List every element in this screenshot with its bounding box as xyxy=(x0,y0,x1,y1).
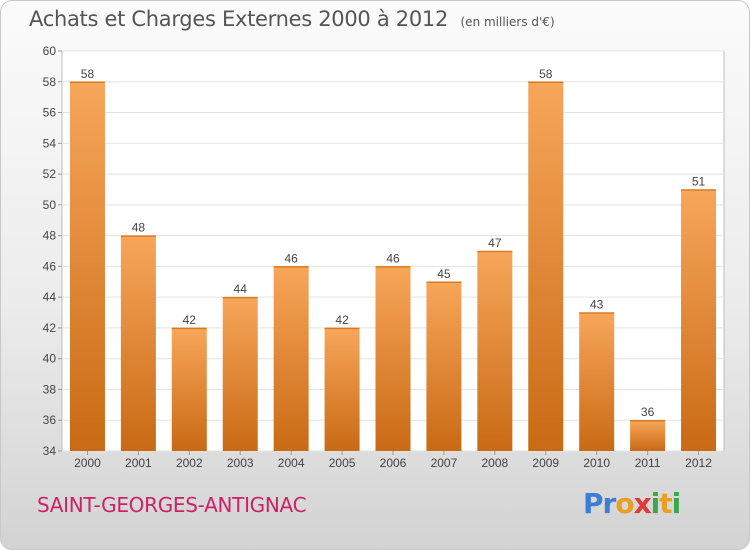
bar-value-label: 58 xyxy=(539,67,553,81)
x-tick-label: 2005 xyxy=(329,456,356,470)
bar-value-label: 46 xyxy=(284,251,298,265)
x-tick-label: 2004 xyxy=(278,456,305,470)
bar-value-label: 58 xyxy=(81,67,95,81)
bar-value-label: 46 xyxy=(386,251,400,265)
x-tick-label: 2006 xyxy=(380,456,407,470)
x-tick-label: 2000 xyxy=(74,456,101,470)
x-tick-label: 2012 xyxy=(685,456,712,470)
bar xyxy=(630,420,666,451)
x-axis: 2000 2001 2002 2003 2004 2005 2006 2007 2008 2009… xyxy=(74,451,712,470)
bar-value-label: 44 xyxy=(234,282,248,296)
bar-value-label: 51 xyxy=(692,174,706,188)
y-tick-label: 36 xyxy=(43,413,57,427)
chart-title: Achats et Charges Externes 2000 à 2012 xyxy=(29,7,449,31)
y-tick-label: 50 xyxy=(43,198,57,212)
bar xyxy=(579,312,615,451)
bar xyxy=(324,327,360,451)
x-tick-label: 2009 xyxy=(532,456,559,470)
x-tick-label: 2010 xyxy=(583,456,610,470)
logo-letter: o xyxy=(615,487,634,520)
x-tick-label: 2011 xyxy=(635,456,661,470)
bar xyxy=(681,189,717,451)
y-tick-label: 56 xyxy=(43,106,57,120)
place-name: SAINT-GEORGES-ANTIGNAC xyxy=(37,493,307,517)
bar xyxy=(120,235,156,451)
bar-value-label: 45 xyxy=(437,267,451,281)
logo-letter: P xyxy=(583,487,604,520)
bar xyxy=(222,297,258,451)
proxiti-logo: Proxiti xyxy=(583,487,682,520)
logo-letter: x xyxy=(633,487,652,520)
x-tick-label: 2003 xyxy=(227,456,254,470)
x-tick-label: 2007 xyxy=(431,456,458,470)
bar-value-label: 36 xyxy=(641,405,655,419)
bar xyxy=(69,81,105,452)
bar-value-label: 42 xyxy=(183,313,197,327)
bar-series: 58 48 42 44 46 42 46 45 47 58 43 36 51 xyxy=(69,67,717,452)
y-tick-label: 38 xyxy=(43,382,57,396)
bar xyxy=(375,266,411,451)
chart-unit: (en milliers d'€) xyxy=(460,15,555,29)
logo-letter: r xyxy=(602,487,617,520)
bar xyxy=(528,81,564,452)
x-tick-label: 2002 xyxy=(176,456,203,470)
bar xyxy=(273,266,309,451)
bar xyxy=(477,251,513,451)
y-tick-label: 44 xyxy=(43,290,57,304)
y-tick-label: 58 xyxy=(43,75,57,89)
bar xyxy=(426,281,462,451)
logo-letter: i xyxy=(671,487,682,520)
y-tick-label: 34 xyxy=(43,444,57,458)
bar-value-label: 42 xyxy=(335,313,349,327)
bar-value-label: 43 xyxy=(590,298,604,312)
y-axis: 34 36 38 40 42 44 46 48 50 52 54 56 58 60 xyxy=(43,44,62,458)
y-tick-label: 60 xyxy=(43,44,57,58)
chart-title-group: Achats et Charges Externes 2000 à 2012 (… xyxy=(29,7,555,31)
logo-letter: t xyxy=(659,487,672,520)
bar xyxy=(171,327,207,451)
x-tick-label: 2001 xyxy=(125,456,152,470)
y-tick-label: 40 xyxy=(43,352,57,366)
y-tick-label: 52 xyxy=(43,167,57,181)
y-tick-label: 46 xyxy=(43,259,57,273)
y-tick-label: 54 xyxy=(43,136,57,150)
logo-letter: i xyxy=(650,487,661,520)
bar-value-label: 47 xyxy=(488,236,502,250)
y-tick-label: 42 xyxy=(43,321,57,335)
y-tick-label: 48 xyxy=(43,229,57,243)
x-tick-label: 2008 xyxy=(481,456,508,470)
bar-value-label: 48 xyxy=(132,221,146,235)
